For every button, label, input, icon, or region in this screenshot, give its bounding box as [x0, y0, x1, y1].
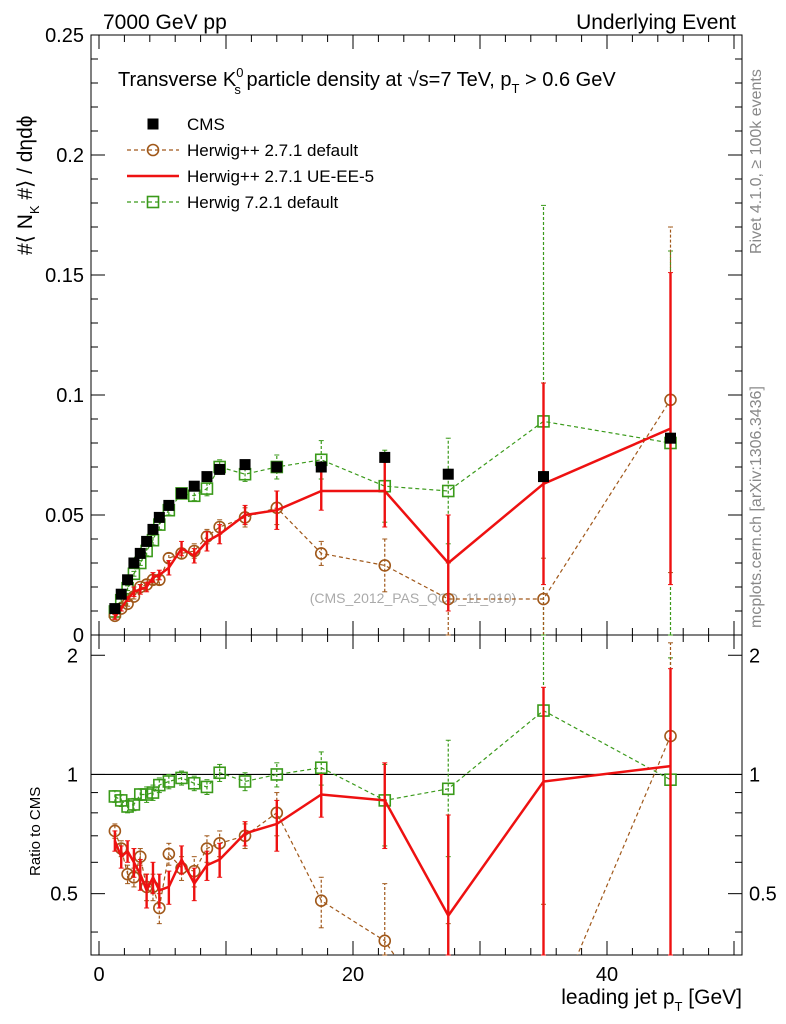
main-cms-point [271, 461, 283, 473]
legend-herwig_721-label: Herwig 7.2.1 default [187, 193, 338, 212]
main-series-herwig_721 [108, 204, 677, 636]
main-cms-point [141, 535, 153, 547]
main-herwig_default-line [114, 399, 672, 617]
legend-cms-marker [147, 118, 159, 130]
main-cms-point [665, 432, 676, 444]
main-y-tick-label: 0.2 [56, 145, 84, 167]
ratio-herwig_721-point [121, 800, 134, 813]
ratio-herwig_721-point [175, 771, 188, 785]
main-cms-point [201, 471, 213, 483]
main-y-tick-label: 0.15 [45, 265, 84, 287]
legend-cms-label: CMS [187, 115, 225, 134]
main-herwig_721-point [200, 482, 214, 495]
ratio-herwig_721-point [213, 766, 226, 780]
main-cms-point [128, 557, 140, 569]
main-cms-point [115, 588, 127, 600]
main-herwig_default-point [314, 547, 328, 560]
ratio-herwig_721-line [114, 709, 671, 808]
main-herwig_721-line [114, 420, 671, 612]
main-herwig_default-point [537, 592, 550, 606]
header-right-label: Underlying Event [576, 11, 736, 34]
legend: CMS Herwig++ 2.7.1 default Herwig++ 2.7.1 … [127, 115, 374, 212]
ratio-herwig_721-point [314, 761, 328, 775]
main-series-herwig_ueee5 [112, 272, 673, 620]
rivet-version-label: Rivet 4.1.0, ≥ 100k events [748, 69, 765, 254]
main-series-cms [109, 432, 676, 615]
ratio-y-tick-label-right: 1 [749, 764, 760, 786]
ratio-y-tick-label-right: 0.5 [749, 884, 777, 906]
ratio-herwig_default-point [378, 934, 392, 948]
ratio-series-herwig_721 [108, 634, 677, 956]
main-herwig_default-point [378, 559, 392, 572]
main-cms-point [315, 461, 327, 473]
main-cms-point [134, 547, 146, 559]
main-cms-point [147, 523, 159, 535]
x-tick-label: 40 [596, 964, 618, 986]
main-cms-point [442, 468, 454, 480]
axis-ticks: 0 0.05 0.1 0.15 0.2 0.25 0 20 40 0.5 0.5 1 1 2 2 [45, 25, 777, 986]
mcplots-label: mcplots.cern.ch [arXiv:1306.3436] [748, 386, 765, 628]
main-cms-point [176, 487, 188, 499]
legend-herwig_ueee5-label: Herwig++ 2.7.1 UE-EE-5 [187, 167, 374, 186]
main-series-herwig_default [108, 226, 677, 636]
legend-herwig_721-marker [146, 195, 160, 209]
ratio-herwig_721-point [200, 780, 214, 794]
x-tick-label: 20 [342, 964, 364, 986]
ratio-herwig_721-point [270, 768, 284, 781]
main-cms-point [538, 471, 549, 483]
main-cms-point [153, 511, 165, 523]
ratio-herwig_721-point [238, 775, 252, 788]
main-y-tick-label: 0 [73, 625, 84, 647]
main-cms-point [109, 603, 121, 615]
main-y-tick-label: 0.1 [56, 385, 84, 407]
x-axis-label: leading jet pT [GeV] [561, 986, 742, 1014]
ratio-herwig_721-point [108, 790, 122, 803]
x-tick-label: 0 [93, 964, 104, 986]
main-cms-point [163, 499, 175, 511]
ratio-herwig_721-point [127, 798, 141, 811]
ratio-y-tick-label: 2 [67, 645, 78, 667]
main-herwig_721-point [441, 484, 455, 498]
main-cms-point [214, 463, 226, 475]
ratio-herwig_721-point [140, 788, 153, 801]
ratio-herwig_default-point [314, 894, 328, 907]
header-left-label: 7000 GeV pp [103, 11, 227, 34]
ratio-y-axis-label: Ratio to CMS [27, 787, 44, 876]
analysis-watermark: (CMS_2012_PAS_QCD_11_010) [310, 590, 517, 606]
main-y-axis-label: #⟨ NK #⟩ / dηdϕ [14, 115, 42, 255]
main-herwig_ueee5-line [113, 427, 671, 618]
legend-herwig_default-label: Herwig++ 2.7.1 default [187, 141, 358, 160]
ratio-series-herwig_ueee5 [112, 668, 673, 956]
ratio-panel-frame [90, 634, 743, 956]
ratio-herwig_default-point [162, 847, 176, 861]
main-y-tick-label: 0.25 [45, 25, 84, 47]
ratio-series-herwig_default [108, 642, 677, 956]
ratio-y-tick-label: 1 [67, 764, 78, 786]
ratio-herwig_721-point [162, 775, 176, 788]
ratio-y-tick-label: 0.5 [50, 884, 78, 906]
legend-herwig_default-marker [146, 143, 160, 157]
main-y-tick-label: 0.05 [45, 505, 84, 527]
main-cms-point [188, 480, 200, 492]
main-cms-point [379, 451, 391, 463]
ratio-y-tick-label-right: 2 [749, 645, 760, 667]
ratio-herwig_721-point [441, 782, 455, 796]
chart-title: Transverse K0 s particle density at √s=7 … [118, 65, 616, 97]
ratio-herwig_721-point [133, 788, 147, 801]
main-cms-point [239, 459, 251, 471]
data-series [108, 204, 677, 956]
ratio-herwig_721-point [153, 778, 166, 792]
main-cms-point [122, 574, 134, 586]
ratio-herwig_721-point [187, 776, 201, 790]
